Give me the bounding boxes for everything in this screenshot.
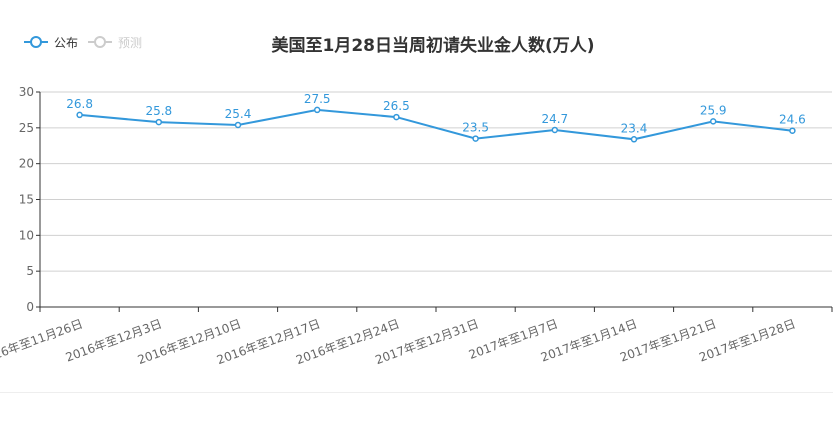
data-point[interactable] [789, 127, 796, 134]
y-tick-label: 15 [19, 193, 34, 207]
legend: 公布 预测 [24, 36, 142, 50]
data-label: 25.8 [145, 104, 172, 118]
line-chart: 美国至1月28日当周初请失业金人数(万人) 公布 预测 0 5 10 15 20 25 30… [0, 35, 833, 367]
y-tick-label: 30 [19, 85, 34, 99]
data-label: 24.6 [779, 113, 806, 127]
y-tick-label: 10 [19, 228, 34, 242]
data-point[interactable] [234, 121, 242, 129]
data-label: 26.8 [66, 97, 93, 111]
data-label: 27.5 [304, 92, 331, 106]
data-label: 23.4 [621, 121, 648, 135]
legend-item-forecast[interactable]: 预测 [88, 36, 142, 50]
data-point[interactable] [313, 106, 321, 114]
data-label: 23.5 [462, 121, 489, 135]
y-tick-label: 5 [26, 264, 34, 278]
data-labels: 26.8 25.8 25.4 27.5 26.5 23.5 24.7 23.4 25.9 24.6 [66, 92, 806, 135]
series-published [76, 106, 796, 143]
data-point[interactable] [709, 118, 717, 125]
legend-label-published: 公布 [54, 36, 78, 50]
legend-item-published[interactable]: 公布 [24, 36, 78, 50]
chart-title: 美国至1月28日当周初请失业金人数(万人) [271, 35, 594, 56]
y-tick-label: 0 [26, 300, 34, 314]
data-label: 26.5 [383, 99, 410, 113]
x-axis-ticks: 2016年至11月26日2016年至12月3日2016年至12月10日2016年… [0, 307, 833, 367]
data-point[interactable] [393, 113, 400, 121]
y-tick-label: 20 [19, 157, 34, 171]
data-label: 24.7 [541, 112, 568, 126]
legend-published-marker-icon [30, 36, 42, 48]
data-label: 25.4 [225, 107, 252, 121]
data-label: 25.9 [700, 103, 727, 117]
y-axis-ticks: 0 5 10 15 20 25 30 [19, 85, 40, 314]
data-point[interactable] [472, 135, 479, 142]
y-tick-label: 25 [19, 121, 34, 135]
series-line-published [79, 108, 793, 141]
data-point[interactable] [630, 136, 638, 143]
data-point[interactable] [155, 118, 163, 126]
footer-divider [0, 392, 833, 393]
data-point[interactable] [551, 126, 559, 134]
legend-label-forecast: 预测 [118, 36, 142, 50]
legend-forecast-marker-icon [94, 36, 106, 48]
data-point[interactable] [76, 111, 83, 119]
